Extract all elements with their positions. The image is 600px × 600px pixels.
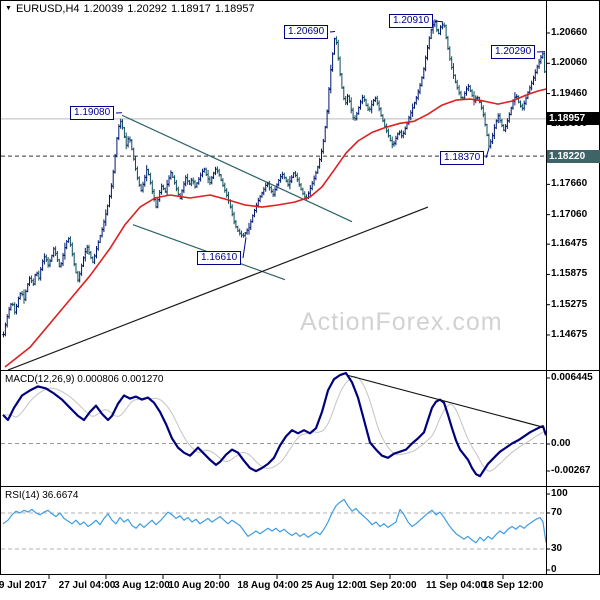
rsi-axis-label: 30 [551,543,563,554]
current-price-badge: 1.18957 [547,112,600,126]
macd-label: MACD(12,26,9) 0.000806 0.001270 [5,374,164,385]
x-axis-label: 27 Jul 04:00 [58,580,116,591]
y-axis-label: 1.20660 [551,27,588,38]
x-axis-label: 11 Sep 04:00 [425,580,487,591]
price-annotation: 1.16610 [197,251,242,265]
x-axis-label: 3 Aug 12:00 [114,580,170,591]
chart-title: ▼ EURUSD,H4 1.20039 1.20292 1.18917 1.18957 [5,3,259,15]
macd-axis-label: -0.00267 [551,465,591,476]
x-axis-label: 18 Aug 04:00 [237,580,299,591]
price-annotation: 1.20910 [389,14,434,28]
price-annotation: 1.20290 [491,45,536,59]
y-axis-label: 1.20060 [551,57,588,69]
macd-axis-label: 0.006445 [551,372,593,383]
y-axis-label: 1.17660 [551,178,588,190]
level-price-badge: 1.18220 [547,149,600,163]
x-axis-label: 1 Sep 20:00 [361,580,417,591]
rsi-axis-label: 70 [551,507,563,518]
dropdown-arrow-icon[interactable]: ▼ [5,5,12,12]
price-annotation: 1.20690 [284,25,329,39]
y-axis-label: 1.16475 [551,238,588,250]
x-axis-label: 10 Aug 20:00 [168,580,230,591]
y-axis-label: 1.17060 [551,208,588,220]
y-axis-label: 1.19460 [551,87,588,99]
ohlc-high: 1.20292 [127,3,168,15]
y-axis-label: 1.14675 [551,328,588,340]
x-axis-label: 25 Aug 12:00 [301,580,363,591]
y-axis-label: 1.15275 [551,298,588,310]
y-axis-label: 1.15875 [551,268,588,280]
price-annotation: 1.18370 [440,151,485,165]
ohlc-open: 1.20039 [83,3,124,15]
rsi-axis-label: 0 [551,564,557,575]
x-axis-label: 18 Sep 12:00 [482,580,544,591]
macd-axis-label: 0.00 [551,438,571,449]
symbol-title: EURUSD,H4 [15,3,80,15]
ohlc-close: 1.18957 [214,3,255,15]
watermark: ActionForex.com [300,308,503,336]
rsi-axis-label: 100 [551,488,568,499]
ohlc-low: 1.18917 [171,3,211,15]
rsi-label: RSI(14) 36.6674 [5,490,79,501]
x-axis-label: 19 Jul 2017 [0,580,47,591]
price-annotation: 1.19080 [70,106,115,120]
